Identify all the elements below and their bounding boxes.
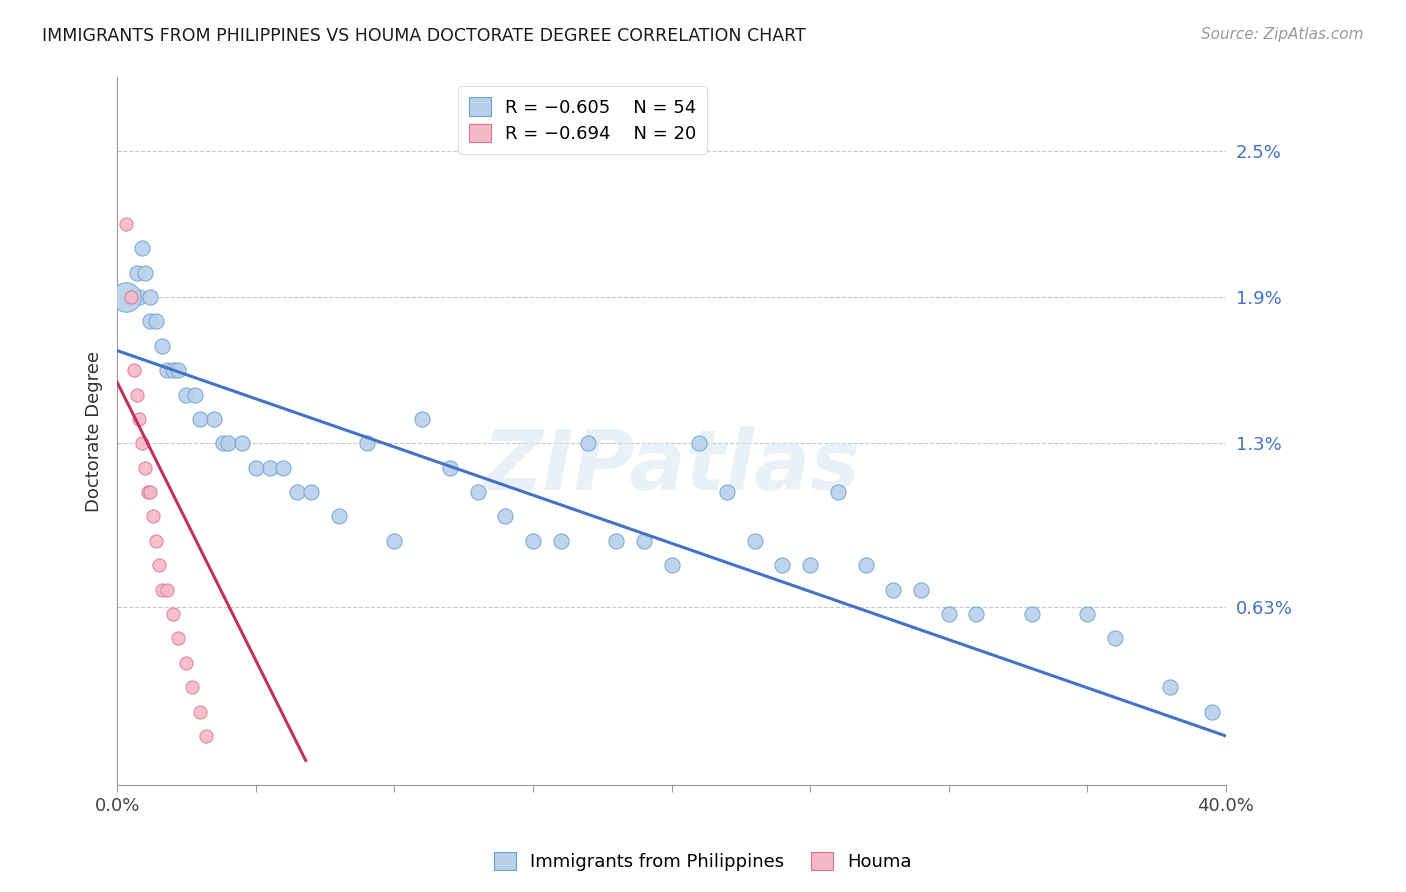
Point [550, 533, 572, 548]
Point [167, 632, 190, 646]
Point [910, 582, 932, 597]
Point [145, 314, 167, 328]
Point [131, 241, 153, 255]
Point [716, 485, 738, 500]
Point [148, 558, 170, 573]
Point [273, 460, 295, 475]
Point [827, 485, 849, 500]
Point [139, 314, 162, 328]
Point [114, 290, 136, 304]
Point [439, 460, 461, 475]
Point [188, 705, 211, 719]
Point [156, 582, 179, 597]
Point [194, 729, 217, 743]
Point [1201, 705, 1223, 719]
Point [162, 607, 184, 621]
Point [576, 436, 599, 450]
Text: Source: ZipAtlas.com: Source: ZipAtlas.com [1201, 27, 1364, 42]
Point [965, 607, 987, 621]
Point [744, 533, 766, 548]
Y-axis label: Doctorate Degree: Doctorate Degree [86, 351, 103, 512]
Point [661, 558, 683, 573]
Point [131, 436, 153, 450]
Point [150, 339, 173, 353]
Point [231, 436, 253, 450]
Point [285, 485, 308, 500]
Point [1159, 680, 1181, 694]
Point [150, 582, 173, 597]
Point [855, 558, 877, 573]
Point [139, 290, 162, 304]
Point [188, 412, 211, 426]
Point [202, 412, 225, 426]
Point [176, 387, 198, 401]
Point [328, 509, 350, 524]
Point [467, 485, 489, 500]
Point [181, 680, 204, 694]
Point [125, 387, 148, 401]
Point [356, 436, 378, 450]
Point [120, 290, 142, 304]
Point [145, 533, 167, 548]
Point [259, 460, 281, 475]
Point [139, 485, 162, 500]
Point [1076, 607, 1098, 621]
Point [633, 533, 655, 548]
Point [770, 558, 793, 573]
Point [411, 412, 433, 426]
Point [125, 266, 148, 280]
Point [245, 460, 267, 475]
Point [134, 266, 156, 280]
Point [156, 363, 179, 377]
Legend: R = −0.605    N = 54, R = −0.694    N = 20: R = −0.605 N = 54, R = −0.694 N = 20 [458, 87, 707, 154]
Point [299, 485, 322, 500]
Point [211, 436, 233, 450]
Point [134, 460, 156, 475]
Point [799, 558, 821, 573]
Point [167, 363, 190, 377]
Point [176, 656, 198, 670]
Point [142, 509, 165, 524]
Point [162, 363, 184, 377]
Point [128, 412, 150, 426]
Point [522, 533, 544, 548]
Point [882, 582, 904, 597]
Point [114, 217, 136, 231]
Legend: Immigrants from Philippines, Houma: Immigrants from Philippines, Houma [486, 845, 920, 879]
Point [184, 387, 207, 401]
Point [605, 533, 627, 548]
Point [1021, 607, 1043, 621]
Point [938, 607, 960, 621]
Point [494, 509, 516, 524]
Point [217, 436, 239, 450]
Point [382, 533, 405, 548]
Point [128, 290, 150, 304]
Text: ZIPatlas: ZIPatlas [482, 426, 860, 507]
Point [122, 363, 145, 377]
Point [688, 436, 710, 450]
Text: IMMIGRANTS FROM PHILIPPINES VS HOUMA DOCTORATE DEGREE CORRELATION CHART: IMMIGRANTS FROM PHILIPPINES VS HOUMA DOC… [42, 27, 806, 45]
Point [136, 485, 159, 500]
Point [120, 290, 142, 304]
Point [1104, 632, 1126, 646]
